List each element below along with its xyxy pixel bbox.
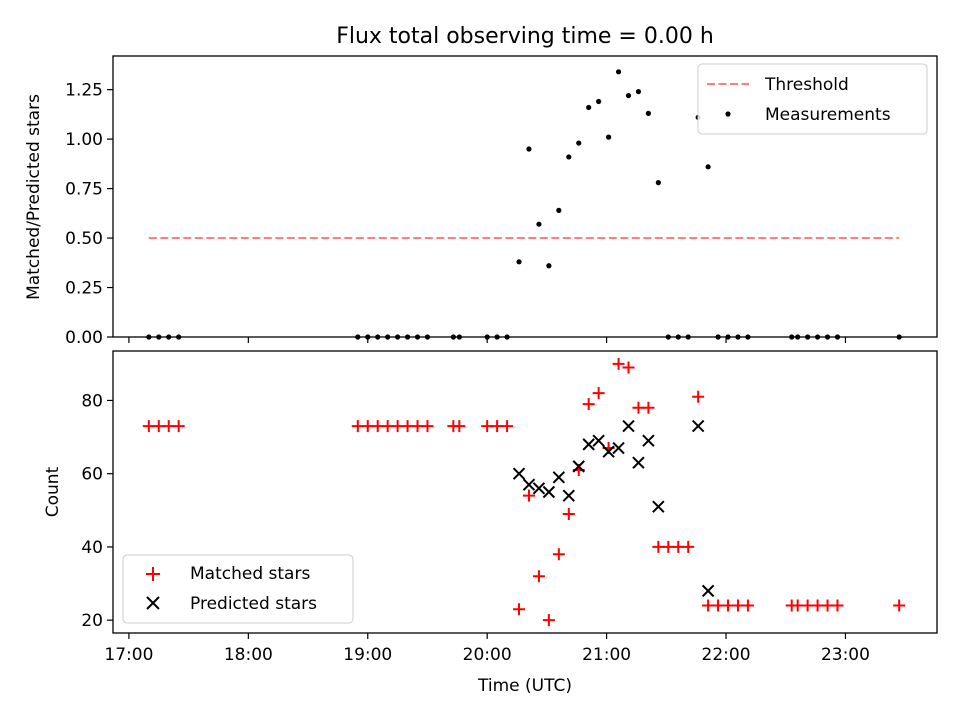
bottom-y-tick-label: 40 <box>81 538 103 558</box>
matched-star-point <box>622 361 635 374</box>
predicted-star-point <box>632 456 645 469</box>
top-axes-frame <box>112 55 938 338</box>
top-y-tick-label: 1.25 <box>65 81 103 101</box>
predicted-star-point <box>691 419 705 433</box>
measurement-point <box>615 69 622 75</box>
top-y-tick-label: 1.00 <box>65 130 103 150</box>
bottom-plot-area: 20 40 60 80 17:00 18:00 19:00 20:00 21:00 22:00 23… <box>81 357 906 665</box>
top-plot-area: 0.00 0.25 0.50 0.75 1.00 1.25 <box>65 69 902 348</box>
measurement-point <box>516 259 522 265</box>
measurement-point <box>546 263 552 269</box>
bottom-legend: Matched stars Predicted stars <box>122 554 354 624</box>
measurement-point <box>526 146 532 152</box>
top-y-tick-label: 0.25 <box>65 279 103 299</box>
top-y-tick-label: 0.00 <box>65 328 103 348</box>
x-axis-label: Time (UTC) <box>477 676 572 696</box>
x-tick-label: 23:00 <box>821 645 870 665</box>
measurement-point <box>635 89 642 95</box>
x-tick-label: 19:00 <box>343 645 392 665</box>
x-tick-label: 18:00 <box>224 645 273 665</box>
measurement-point <box>556 207 562 213</box>
matched-star-point <box>682 540 695 553</box>
x-tick-label: 21:00 <box>582 645 631 665</box>
top-chart-title: Flux total observing time = 0.00 h <box>336 24 714 49</box>
matched-star-point <box>453 420 466 433</box>
top-y-axis-label: Matched/Predicted stars <box>24 94 44 300</box>
top-legend: Threshold Measurements <box>697 63 928 135</box>
predicted-star-point <box>602 445 615 458</box>
matched-stars-legend-swatch <box>146 567 160 581</box>
predicted-star-point <box>572 460 585 473</box>
measurement-point <box>605 134 612 140</box>
predicted-star-point <box>592 434 605 447</box>
predicted-star-point <box>652 500 665 513</box>
measurement-point <box>625 92 632 99</box>
matched-star-point <box>522 489 535 502</box>
bottom-legend-frame <box>122 554 354 624</box>
bottom-legend-label-matched: Matched stars <box>190 564 310 584</box>
predicted-star-point <box>582 438 595 451</box>
bottom-axes-frame <box>112 350 938 634</box>
matched-star-point <box>831 599 844 612</box>
bottom-y-tick-label: 60 <box>81 465 103 485</box>
bottom-legend-label-predicted: Predicted stars <box>190 594 317 614</box>
matched-star-point <box>893 599 906 612</box>
matched-star-point <box>172 420 185 433</box>
predicted-stars-legend-swatch <box>146 596 160 610</box>
matched-star-point <box>562 507 575 520</box>
predicted-star-point <box>642 434 655 447</box>
bottom-y-tick-label: 80 <box>81 391 103 411</box>
matched-star-point <box>501 420 514 433</box>
top-y-tick-label: 0.50 <box>65 229 103 249</box>
bottom-y-tick-label: 20 <box>81 611 103 631</box>
predicted-star-point <box>522 478 536 491</box>
top-y-tick-label: 0.75 <box>65 180 103 200</box>
matched-star-point <box>532 570 545 583</box>
x-tick-label: 20:00 <box>463 645 512 665</box>
measurement-point <box>576 140 582 146</box>
measurement-point <box>566 154 572 160</box>
matched-star-point <box>421 420 434 433</box>
matched-star-point <box>582 398 595 411</box>
matched-star-point <box>741 599 754 612</box>
predicted-star-point <box>701 584 715 598</box>
predicted-star-point <box>562 489 575 502</box>
measurement-point <box>596 98 602 105</box>
measurement-point <box>705 164 711 170</box>
measurement-point <box>536 221 542 227</box>
bottom-y-axis-label: Count <box>43 466 63 517</box>
matched-star-point <box>642 401 655 414</box>
measurement-point <box>645 110 652 116</box>
measurement-point <box>655 180 661 186</box>
matched-star-point <box>692 390 705 403</box>
matched-star-point <box>592 387 605 400</box>
predicted-star-point <box>512 467 526 480</box>
top-legend-label-measurements: Measurements <box>765 105 891 125</box>
predicted-star-point <box>612 441 625 455</box>
matched-star-point <box>552 548 565 561</box>
predicted-star-point <box>532 482 546 495</box>
x-tick-label: 22:00 <box>702 645 751 665</box>
top-legend-frame <box>697 63 928 135</box>
matched-star-point <box>612 357 625 370</box>
x-tick-label: 17:00 <box>104 645 153 665</box>
measurement-point <box>586 104 592 111</box>
measurements-legend-swatch <box>725 111 731 117</box>
matched-star-point <box>542 614 555 627</box>
predicted-star-point <box>542 485 556 499</box>
predicted-star-point <box>552 471 566 484</box>
top-legend-label-threshold: Threshold <box>764 75 849 95</box>
matched-star-point <box>513 603 526 616</box>
predicted-star-point <box>622 419 635 433</box>
